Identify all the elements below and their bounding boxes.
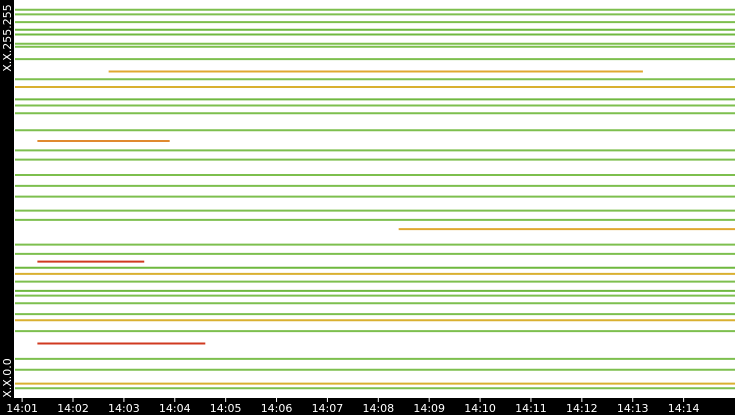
x-tick-label: 14:05 xyxy=(210,402,242,415)
y-axis-strip xyxy=(0,0,14,415)
x-axis-strip xyxy=(0,398,735,415)
y-top-label: X.X.255.255 xyxy=(1,4,14,72)
x-tick-label: 14:07 xyxy=(312,402,344,415)
x-tick-label: 14:14 xyxy=(668,402,700,415)
x-tick-label: 14:13 xyxy=(617,402,649,415)
x-tick-label: 14:04 xyxy=(159,402,191,415)
x-tick-label: 14:08 xyxy=(362,402,394,415)
x-tick-label: 14:12 xyxy=(566,402,598,415)
x-tick-label: 14:11 xyxy=(515,402,547,415)
x-tick-label: 14:09 xyxy=(413,402,445,415)
x-tick-label: 14:06 xyxy=(261,402,293,415)
x-tick-label: 14:01 xyxy=(6,402,38,415)
y-bottom-label: X.X.0.0 xyxy=(1,358,14,398)
x-tick-label: 14:03 xyxy=(108,402,140,415)
x-tick-label: 14:10 xyxy=(464,402,496,415)
x-tick-label: 14:02 xyxy=(57,402,89,415)
